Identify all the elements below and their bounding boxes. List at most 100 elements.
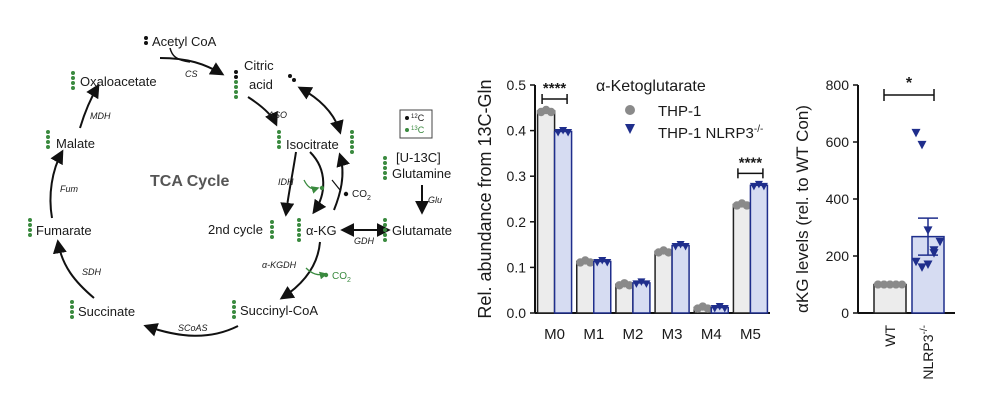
chart1-bar — [536, 110, 556, 314]
co2-green-dot-2-icon — [323, 272, 329, 278]
enzyme-idh: IDH — [278, 177, 294, 187]
chart2-y-tick-label: 400 — [826, 191, 850, 207]
label-citric-2: acid — [249, 77, 273, 92]
chart2-y-tick-label: 800 — [826, 77, 850, 93]
chart1-y-axis-title: Rel. abundance from 13C-Gln — [475, 79, 495, 318]
chart1-point — [637, 278, 646, 286]
isotope-legend: 12C 13C — [399, 109, 433, 139]
chart2-x-tick-label: NLRP3-/- — [919, 325, 936, 380]
chart2-y-tick-label: 0 — [841, 305, 849, 321]
chart1-point — [703, 304, 712, 313]
chart1-title: α-Ketoglutarate — [596, 78, 706, 95]
legend-nlrp3-label: THP-1 NLRP3-/- — [658, 124, 763, 142]
chart1-x-tick-label: M5 — [740, 326, 761, 343]
chart2-point — [911, 257, 921, 267]
label-glutamine-2: Glutamine — [392, 166, 451, 181]
carbon-dots-acetyl-coa-icon — [144, 36, 148, 45]
label-akg: α-KG — [306, 223, 337, 238]
chart2-point — [898, 280, 906, 289]
chart2-y-axis-title: αKG levels (rel. to WT Con) — [793, 105, 812, 313]
legend-thp1-label: THP-1 — [658, 103, 701, 120]
chart1-point — [676, 241, 685, 249]
chart1-point — [720, 305, 729, 313]
chart1-y-tick-label: 0.5 — [507, 77, 527, 93]
carbon-dots-isocitrate-icon — [277, 130, 354, 154]
label-glutamate: Glutamate — [392, 223, 452, 238]
c13-legend-text: 13C — [411, 125, 425, 135]
c13-dot-icon — [405, 128, 409, 132]
enzyme-gdh: GDH — [354, 236, 375, 246]
chart1-bar — [576, 260, 595, 314]
carbon-dots-malate-icon — [46, 130, 50, 149]
c12-legend-text: 12C — [411, 113, 425, 123]
arrow-succinylcoa-succinate — [143, 323, 239, 337]
chart1-point — [586, 258, 595, 267]
chart1-bar — [553, 130, 573, 314]
chart1-point — [759, 182, 768, 191]
c12-dot-icon — [405, 116, 409, 120]
chart1-point — [671, 243, 680, 251]
enzyme-cs: CS — [185, 69, 198, 79]
carbon-dots-2nd-cycle-icon — [270, 220, 274, 239]
chart2-point — [917, 263, 927, 272]
chart1-point — [715, 303, 724, 311]
label-isocitrate: Isocitrate — [286, 137, 339, 152]
chart2-y-tick-label: 600 — [826, 134, 850, 150]
chart1-bar — [671, 244, 690, 314]
arrow-idh-co2 — [303, 179, 320, 194]
chart1-point — [554, 129, 563, 137]
chart2-point — [892, 280, 900, 289]
chart2-bar — [873, 283, 907, 314]
carbon-dots-succinyl-coa-icon — [232, 300, 236, 319]
chart1-x-tick-label: M1 — [583, 326, 604, 343]
akg-levels-chart: 0 200 400 600 800 αKG levels (rel. to WT Con)… — [793, 75, 955, 380]
chart1-point — [681, 243, 690, 251]
chart2-point — [880, 280, 888, 289]
legend-nlrp3-marker-icon — [625, 124, 635, 134]
akg-isotopologue-chart: 0.0 0.1 0.2 0.3 0.4 0.5 Rel. abundance from 13… — [475, 77, 770, 343]
chart1-point — [564, 129, 573, 137]
chart1-point — [754, 180, 763, 189]
chart2-x-tick-sup: -/- — [919, 325, 930, 334]
chart1-y-tick-label: 0.4 — [507, 123, 527, 139]
chart2-point — [929, 246, 939, 255]
chart2-y-tick-label: 200 — [826, 248, 850, 264]
chart1-bar — [732, 203, 752, 314]
tca-cycle-title: TCA Cycle — [150, 173, 230, 190]
carbon-dots-oxaloacetate-icon — [71, 71, 75, 90]
chart2-point — [874, 280, 882, 289]
co2-black-dot-icon — [343, 191, 349, 197]
arrow-citrate-to-isocitrate — [247, 96, 278, 127]
chart2-sig-label: * — [906, 75, 913, 92]
co2-green-dot-icon — [319, 185, 325, 191]
chart2-point — [923, 226, 933, 235]
tca-cycle-diagram: Acetyl CoA Oxaloacetate Citric acid Isoc… — [28, 34, 452, 337]
enzyme-akgdh: α-KGDH — [262, 260, 297, 270]
chart2-point — [886, 280, 894, 289]
chart1-point — [593, 258, 602, 267]
chart1-x-tick-label: M4 — [701, 326, 722, 343]
arrow-citrate-isocitrate-rev — [297, 86, 344, 135]
chart1-bar — [593, 260, 612, 314]
chart1-y-tick-label: 0.2 — [507, 214, 527, 230]
label-co2-green: CO2 — [332, 271, 351, 284]
chart1-x-tick-label: M3 — [662, 326, 683, 343]
arrow-co2-black — [331, 179, 341, 191]
label-second-cycle: 2nd cycle — [208, 222, 263, 237]
enzyme-scoas: SCoAS — [178, 323, 208, 333]
enzyme-sdh: SDH — [82, 267, 102, 277]
carbon-dots-glutamine-icon — [383, 156, 387, 180]
arrow-succinate-fumarate — [52, 239, 95, 299]
chart1-point — [664, 248, 673, 257]
chart1-y-tick-label: 0.3 — [507, 168, 527, 184]
chart1-point — [625, 281, 634, 290]
chart1-point — [603, 258, 612, 267]
chart1-bar — [654, 250, 673, 314]
chart1-y-tick-label: 0.0 — [507, 305, 527, 321]
label-fumarate: Fumarate — [36, 223, 92, 238]
chart1-point — [632, 280, 641, 288]
chart1-point — [742, 201, 752, 210]
chart1-point — [642, 280, 651, 288]
label-oxaloacetate: Oxaloacetate — [80, 74, 157, 89]
